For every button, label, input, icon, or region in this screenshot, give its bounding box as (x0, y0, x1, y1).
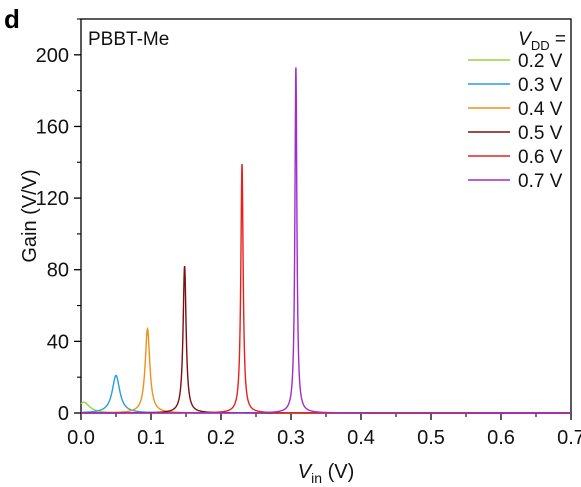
y-axis-title: Gain (V/V) (19, 169, 41, 262)
series-line (80, 401, 571, 414)
y-axis: 0 40 80 120 160 200 (36, 18, 81, 425)
x-tick-label: 0.3 (277, 427, 305, 449)
series-line (81, 67, 571, 414)
plot-area (80, 18, 572, 414)
legend-title: VDD = (518, 29, 566, 53)
x-tick-label: 0.2 (207, 427, 235, 449)
x-axis-title-sub: in (311, 470, 322, 486)
x-axis-title-var: V (298, 461, 313, 483)
legend-title-sub: DD (531, 38, 550, 53)
series-line (81, 266, 571, 414)
y-tick-label: 200 (36, 45, 69, 67)
x-tick-label: 0.0 (67, 427, 95, 449)
legend-entry-label: 0.6 V (518, 147, 563, 168)
x-tick-label: 0.1 (137, 427, 165, 449)
y-tick-label: 80 (47, 260, 69, 282)
x-tick-label: 0.4 (347, 427, 375, 449)
x-axis-title-unit: (V) (322, 461, 354, 483)
y-tick-label: 160 (36, 116, 69, 138)
sample-annotation: PBBT-Me (88, 29, 169, 50)
legend-entry-label: 0.5 V (518, 123, 563, 144)
legend-entry-label: 0.2 V (518, 51, 563, 72)
series-line (81, 326, 571, 414)
x-axis-title: Vin (V) (298, 461, 354, 486)
legend-entry-label: 0.3 V (518, 75, 563, 96)
legend-title-suffix: = (550, 29, 566, 50)
panel-letter: d (4, 4, 20, 34)
x-axis: 0.0 0.1 0.2 0.3 0.4 0.5 0.6 0.7 (67, 413, 581, 449)
legend-entry-label: 0.4 V (518, 99, 563, 120)
x-tick-label: 0.6 (487, 427, 515, 449)
series-line (80, 374, 571, 414)
plot-frame (80, 18, 572, 414)
legend-title-var: V (518, 29, 533, 50)
legend: VDD = 0.2 V 0.3 V 0.4 V 0.5 V 0.6 V 0.7 V (468, 29, 566, 192)
y-tick-label: 120 (36, 188, 69, 210)
y-tick-label: 40 (47, 331, 69, 353)
series-layer (80, 67, 571, 414)
legend-entry-label: 0.7 V (518, 171, 563, 192)
x-tick-label: 0.5 (417, 427, 445, 449)
y-tick-label: 0 (58, 403, 69, 425)
series-line (81, 164, 571, 414)
x-tick-label: 0.7 (557, 427, 581, 449)
